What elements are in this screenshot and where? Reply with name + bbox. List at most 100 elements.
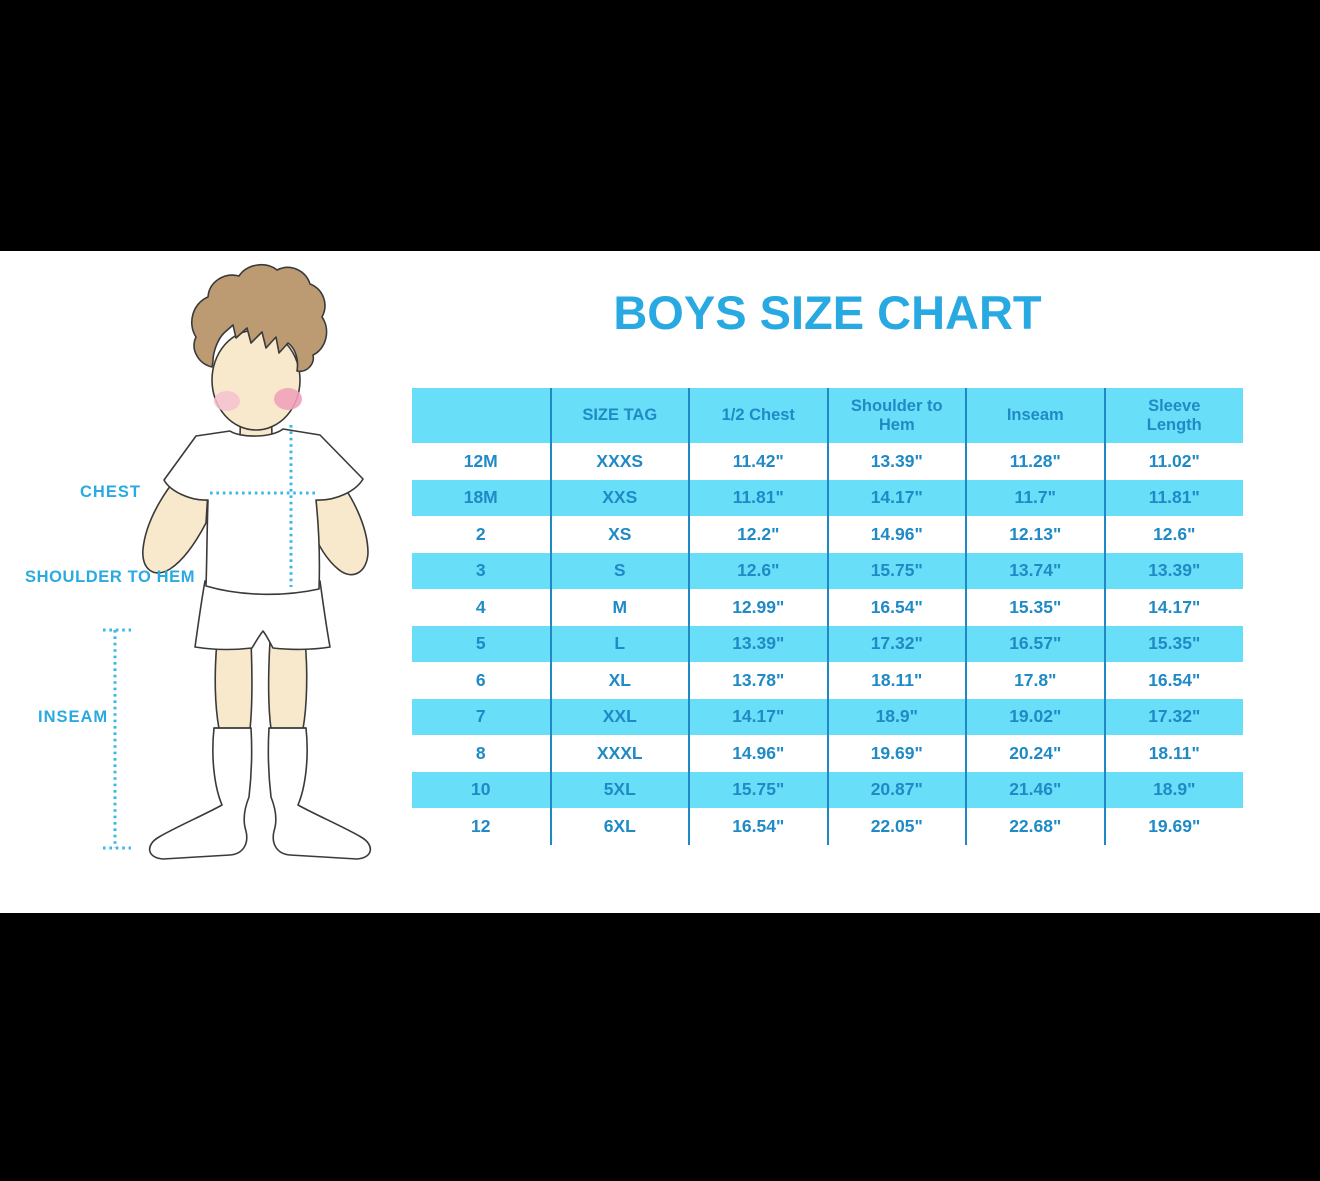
table-cell: 19.69"	[1103, 808, 1243, 845]
left-cheek	[214, 391, 240, 411]
table-cell: 6	[412, 662, 551, 699]
table-cell: 14.96"	[688, 735, 828, 772]
table-row: 5 L 13.39" 17.32" 16.57" 15.35"	[412, 625, 1243, 662]
header-cell-size-tag: SIZE TAG	[549, 388, 689, 443]
table-row: 10 5XL 15.75" 20.87" 21.46" 18.9"	[412, 771, 1243, 808]
table-cell: 19.69"	[826, 735, 966, 772]
boy-shirt	[163, 428, 364, 596]
table-row: 7 XXL 14.17" 18.9" 19.02" 17.32"	[412, 698, 1243, 735]
page-title: BOYS SIZE CHART	[613, 286, 1042, 339]
table-cell: 11.7"	[965, 479, 1105, 516]
table-cell: 20.87"	[826, 771, 966, 808]
table-cell: 5XL	[549, 771, 689, 808]
table-cell: 18.11"	[826, 662, 966, 699]
table-row: 3 S 12.6" 15.75" 13.74" 13.39"	[412, 552, 1243, 589]
table-cell: XXXS	[549, 443, 689, 480]
size-table-header: SIZE TAG 1/2 Chest Shoulder to Hem Insea…	[412, 388, 1243, 443]
table-cell: 16.57"	[965, 625, 1105, 662]
size-table-body: 12M XXXS 11.42" 13.39" 11.28" 11.02" 18M XXS 11.…	[412, 443, 1243, 845]
table-cell: 17.32"	[1103, 698, 1243, 735]
boy-socks	[148, 727, 372, 860]
table-cell: XS	[549, 516, 689, 553]
right-cheek	[274, 388, 302, 410]
table-cell: XL	[549, 662, 689, 699]
table-cell: 12.99"	[688, 589, 828, 626]
table-cell: 12	[412, 808, 551, 845]
header-cell-size	[412, 388, 551, 443]
table-cell: L	[549, 625, 689, 662]
table-cell: 16.54"	[688, 808, 828, 845]
table-cell: 15.75"	[688, 771, 828, 808]
table-cell: 17.32"	[826, 625, 966, 662]
table-cell: 17.8"	[965, 662, 1105, 699]
header-cell-inseam: Inseam	[965, 388, 1105, 443]
shoulder-to-hem-label: SHOULDER TO HEM	[25, 568, 196, 586]
boy-hair	[191, 263, 328, 373]
table-cell: 11.42"	[688, 443, 828, 480]
table-cell: 12.6"	[688, 552, 828, 589]
table-cell: 15.75"	[826, 552, 966, 589]
table-row: 12M XXXS 11.42" 13.39" 11.28" 11.02"	[412, 443, 1243, 480]
table-cell: 14.17"	[826, 479, 966, 516]
table-cell: 13.74"	[965, 552, 1105, 589]
table-row: 6 XL 13.78" 18.11" 17.8" 16.54"	[412, 662, 1243, 699]
header-row: SIZE TAG 1/2 Chest Shoulder to Hem Insea…	[412, 388, 1243, 443]
table-cell: 18.9"	[826, 698, 966, 735]
table-cell: 14.96"	[826, 516, 966, 553]
table-cell: 12.6"	[1103, 516, 1243, 553]
table-cell: XXXL	[549, 735, 689, 772]
table-cell: 11.28"	[965, 443, 1105, 480]
table-cell: 22.68"	[965, 808, 1105, 845]
table-cell: XXL	[549, 698, 689, 735]
table-cell: 11.81"	[1103, 479, 1243, 516]
table-cell: 13.39"	[1103, 552, 1243, 589]
table-cell: 18.9"	[1103, 771, 1243, 808]
table-cell: 20.24"	[965, 735, 1105, 772]
measurement-dotted-lines	[103, 425, 316, 850]
size-chart-canvas: CHEST SHOULDER TO HEM INSEAM BOYS SIZE C…	[0, 251, 1320, 913]
table-cell: 3	[412, 552, 551, 589]
table-row: 8 XXXL 14.96" 19.69" 20.24" 18.11"	[412, 735, 1243, 772]
table-cell: 12M	[412, 443, 551, 480]
boy-figure-illustration	[103, 263, 372, 860]
header-cell-half-chest: 1/2 Chest	[688, 388, 828, 443]
table-cell: 13.39"	[688, 625, 828, 662]
table-cell: M	[549, 589, 689, 626]
table-cell: 16.54"	[1103, 662, 1243, 699]
boy-face	[211, 329, 302, 431]
table-cell: 18M	[412, 479, 551, 516]
table-cell: 12.13"	[965, 516, 1105, 553]
header-cell-shoulder-to-hem: Shoulder to Hem	[826, 388, 966, 443]
table-cell: 7	[412, 698, 551, 735]
header-cell-sleeve-length: Sleeve Length	[1103, 388, 1243, 443]
table-cell: 8	[412, 735, 551, 772]
table-cell: 10	[412, 771, 551, 808]
table-cell: 16.54"	[826, 589, 966, 626]
table-cell: 15.35"	[1103, 625, 1243, 662]
table-cell: 2	[412, 516, 551, 553]
table-row: 18M XXS 11.81" 14.17" 11.7" 11.81"	[412, 479, 1243, 516]
table-row: 2 XS 12.2" 14.96" 12.13" 12.6"	[412, 516, 1243, 553]
table-cell: 19.02"	[965, 698, 1105, 735]
inseam-label: INSEAM	[38, 708, 109, 726]
table-cell: 13.39"	[826, 443, 966, 480]
table-cell: 12.2"	[688, 516, 828, 553]
bottom-letterbox-bar	[0, 913, 1320, 1181]
boy-legs	[214, 640, 308, 730]
chest-label: CHEST	[80, 483, 141, 501]
table-row: 12 6XL 16.54" 22.05" 22.68" 19.69"	[412, 808, 1243, 845]
table-cell: 18.11"	[1103, 735, 1243, 772]
table-cell: 14.17"	[1103, 589, 1243, 626]
table-cell: 5	[412, 625, 551, 662]
table-cell: 6XL	[549, 808, 689, 845]
top-letterbox-bar	[0, 0, 1320, 251]
table-cell: 13.78"	[688, 662, 828, 699]
table-cell: 11.81"	[688, 479, 828, 516]
table-cell: 15.35"	[965, 589, 1105, 626]
size-table: SIZE TAG 1/2 Chest Shoulder to Hem Insea…	[412, 388, 1243, 845]
table-cell: 14.17"	[688, 698, 828, 735]
table-row: 4 M 12.99" 16.54" 15.35" 14.17"	[412, 589, 1243, 626]
table-cell: 4	[412, 589, 551, 626]
table-cell: 21.46"	[965, 771, 1105, 808]
